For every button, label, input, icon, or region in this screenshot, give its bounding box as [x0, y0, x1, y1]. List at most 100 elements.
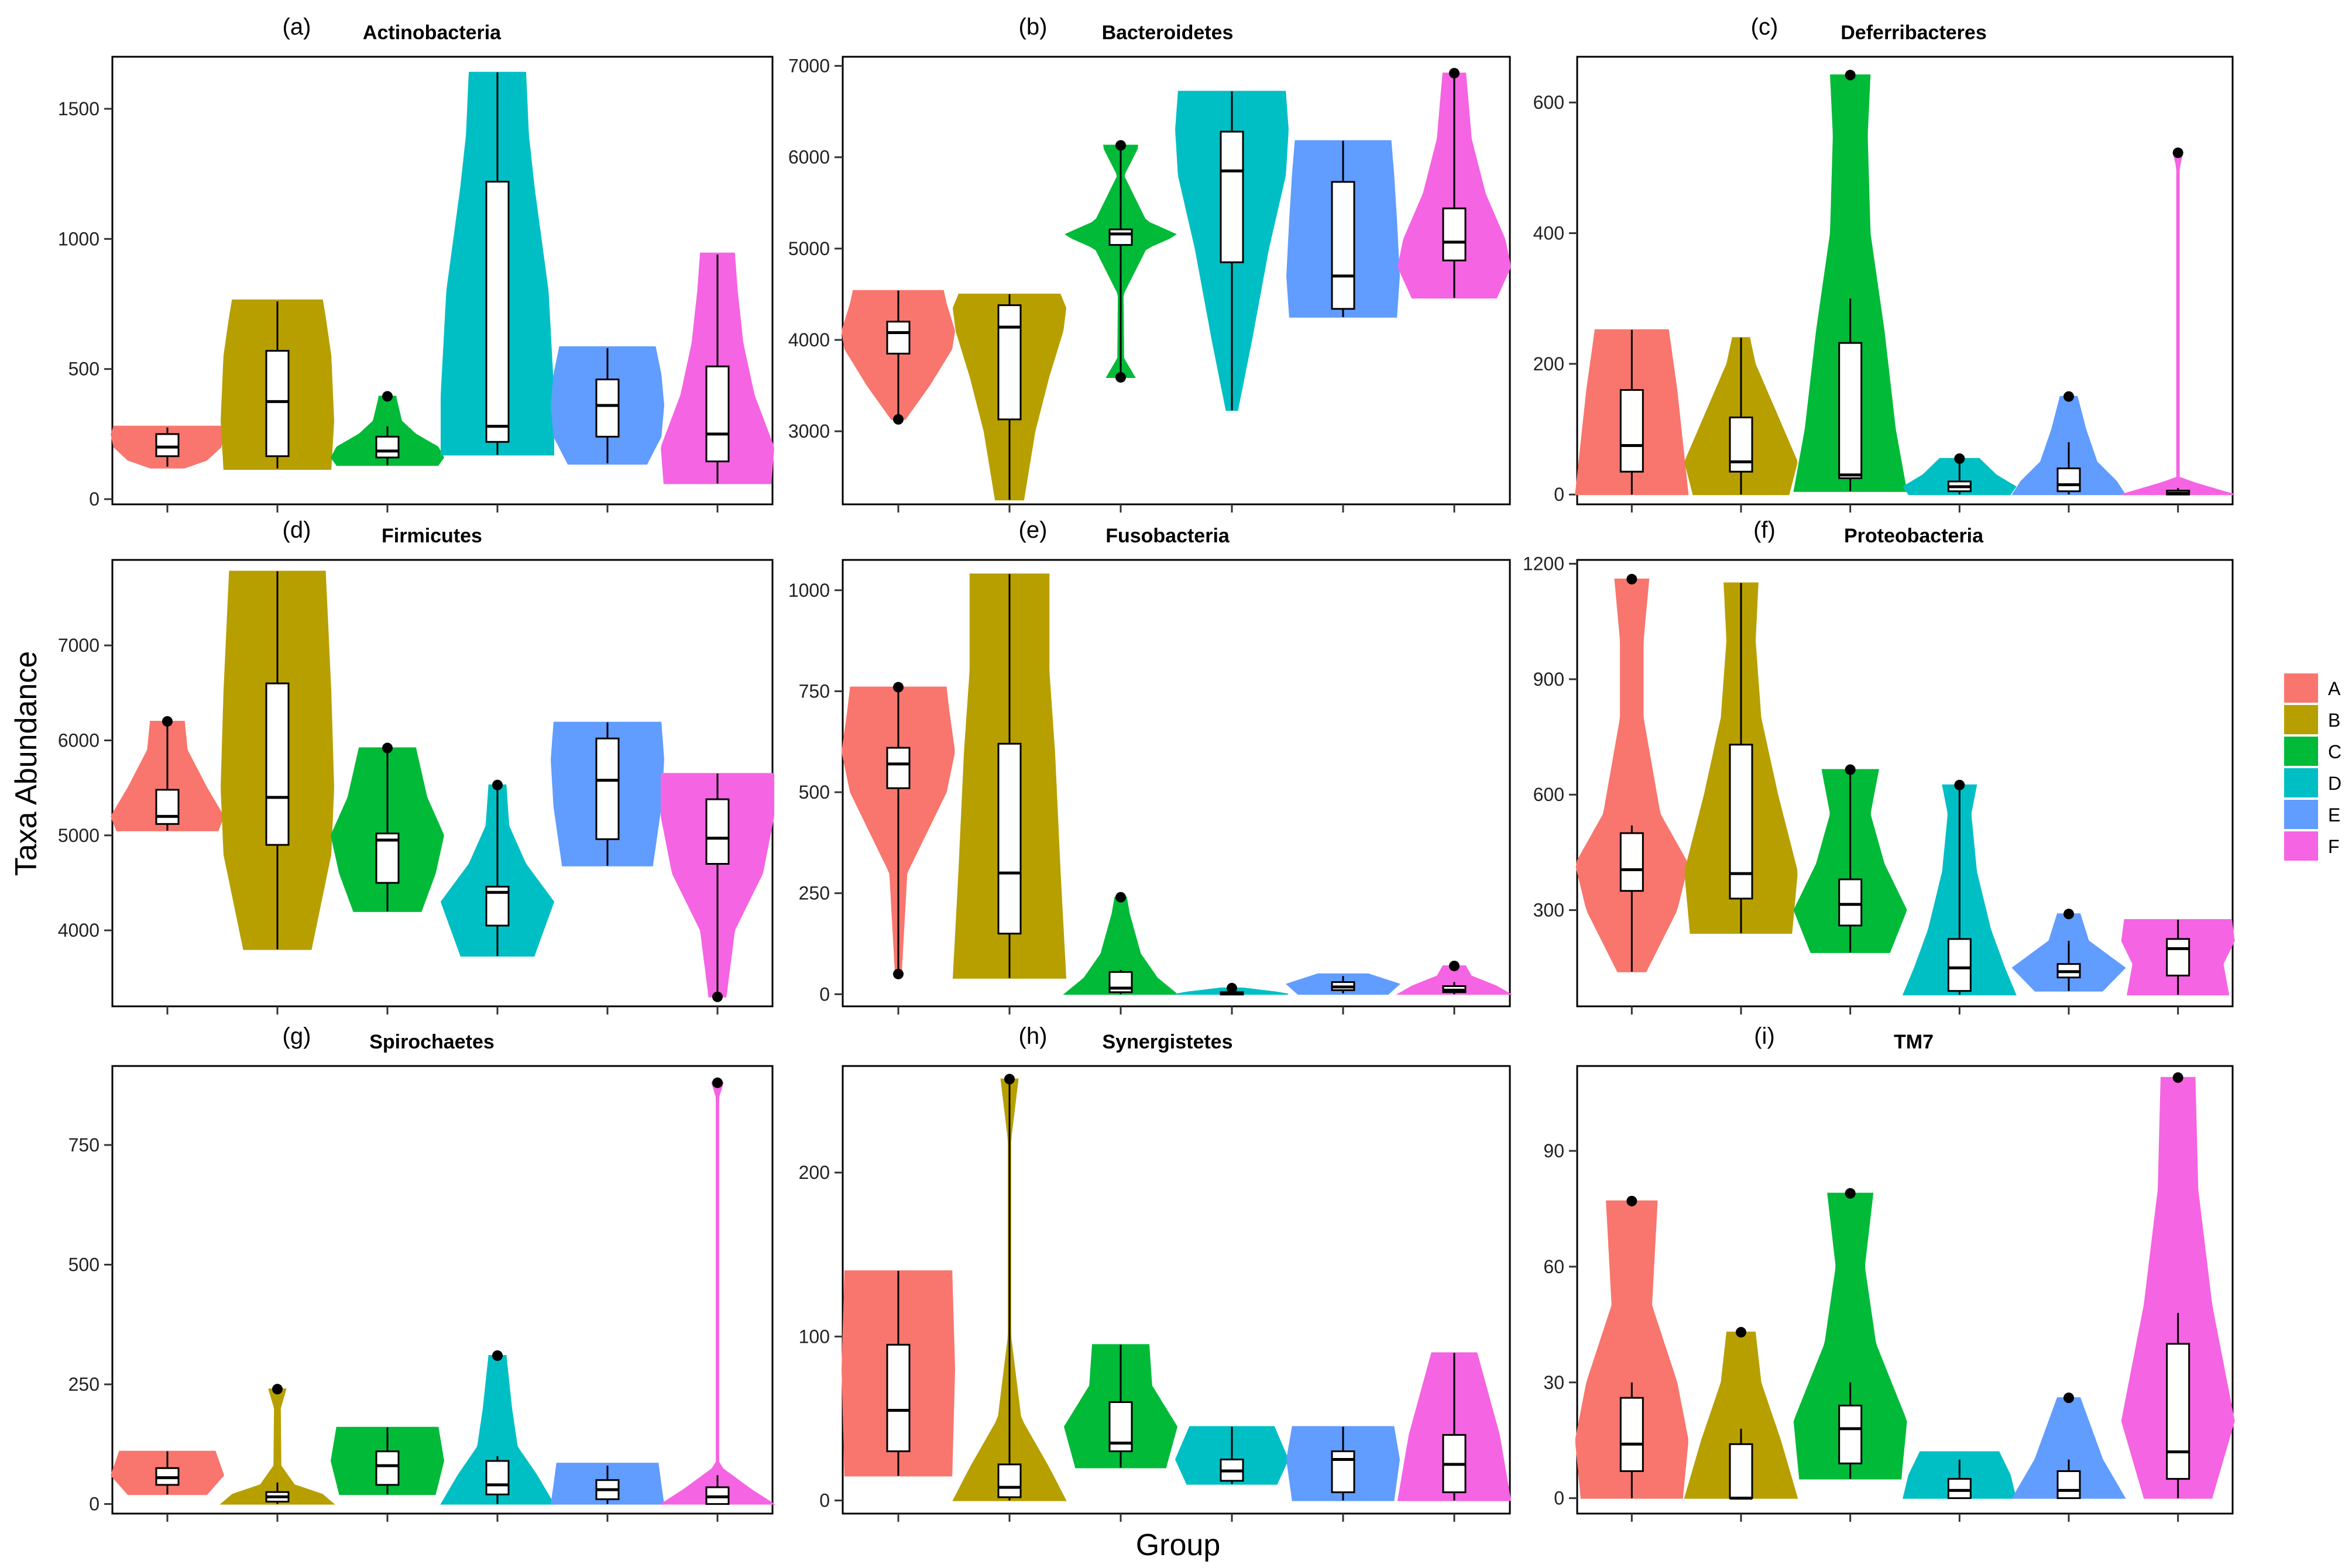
y-tick-label: 90: [1543, 1140, 1564, 1161]
y-tick-label: 600: [1533, 784, 1564, 805]
box-B: [1729, 416, 1753, 473]
box-A: [886, 1343, 911, 1453]
panel-fusobacteria: (e) Fusobacteria 0 250 500 750 1000: [788, 517, 1513, 1015]
violin-D: [440, 1355, 555, 1505]
outlier-C: [1115, 892, 1126, 903]
box-C: [1838, 1404, 1863, 1464]
violin-F: [2121, 1077, 2235, 1499]
y-tick-label: 6000: [58, 730, 99, 751]
y-tick-label: 5000: [58, 825, 99, 846]
panel-frame: [1576, 56, 2234, 506]
box-E: [595, 379, 620, 438]
outlier-D: [1954, 453, 1965, 464]
outlier-A: [893, 682, 904, 693]
outlier-A: [893, 414, 904, 425]
y-tick-label: 400: [1533, 223, 1564, 244]
panel-title: Firmicutes: [382, 525, 482, 547]
y-tick-label: 4000: [788, 329, 830, 350]
box-B: [997, 1463, 1022, 1498]
y-tick-label: 4000: [58, 920, 99, 941]
box-F: [2166, 1343, 2190, 1480]
y-tick-label: 60: [1543, 1256, 1564, 1277]
outlier-A: [1626, 1195, 1637, 1206]
legend-label-D: D: [2328, 773, 2341, 794]
panel-frame: [111, 1065, 774, 1515]
box-E: [595, 737, 620, 840]
panel-title: Actinobacteria: [363, 22, 502, 44]
panel-tm7: (i) TM7 0 30 60 90: [1543, 1023, 2235, 1522]
panel-frame: [842, 1065, 1511, 1515]
box-A: [1619, 389, 1644, 473]
box-C: [375, 435, 400, 459]
x-axis-title: Group: [1136, 1528, 1221, 1562]
panel-synergistetes: (h) Synergistetes 0 100 200: [799, 1023, 1512, 1522]
outlier-F: [2172, 1072, 2183, 1083]
legend-label-F: F: [2328, 836, 2340, 857]
box-E: [2056, 1470, 2081, 1500]
box-E: [1331, 1450, 1355, 1494]
box-B: [265, 682, 290, 846]
panel-firmicutes: (d) Firmicutes 4000 5000 6000 7000: [58, 517, 774, 1015]
y-tick-label: 600: [1533, 92, 1564, 113]
y-tick-label: 500: [68, 359, 99, 380]
outlier-F: [1449, 960, 1460, 971]
outlier-C: [382, 391, 393, 402]
legend-label-C: C: [2328, 741, 2341, 762]
box-D: [1220, 130, 1244, 263]
violin-A: [1575, 1200, 1688, 1499]
box-D: [1947, 938, 1972, 992]
y-tick-label: 1500: [58, 98, 99, 119]
violin-B: [1684, 1332, 1798, 1499]
y-tick-label: 1200: [1523, 553, 1564, 575]
panel-letter: (d): [283, 517, 311, 543]
y-axis-title: Taxa Abundance: [9, 651, 43, 876]
outlier-C: [382, 742, 393, 754]
panel-letter: (b): [1019, 14, 1048, 40]
box-C: [375, 1450, 400, 1486]
outlier-A: [1626, 573, 1637, 584]
outlier-F: [712, 991, 723, 1002]
legend-key-B: [2283, 704, 2319, 735]
y-tick-label: 0: [1554, 1488, 1564, 1509]
violin-A: [1575, 578, 1688, 972]
outlier-F: [1449, 68, 1460, 79]
violin-F: [1396, 965, 1513, 995]
legend-key-D: [2283, 767, 2319, 799]
violin-F: [659, 1082, 776, 1505]
panel-title: Deferribacteres: [1841, 22, 1986, 44]
legend-key-A: [2283, 672, 2319, 704]
outlier-C: [1845, 764, 1856, 775]
panel-frame: [842, 559, 1511, 1007]
outlier-A: [893, 968, 904, 979]
y-tick-label: 100: [799, 1326, 830, 1347]
legend-label-A: A: [2328, 678, 2341, 699]
panel-letter: (c): [1751, 14, 1778, 40]
outlier-F: [712, 1077, 723, 1088]
box-A: [1619, 1397, 1644, 1472]
y-tick-label: 0: [89, 489, 99, 510]
y-tick-label: 300: [1533, 900, 1564, 921]
y-tick-label: 200: [799, 1162, 830, 1183]
panel-letter: (h): [1019, 1023, 1048, 1049]
outlier-B: [1736, 1327, 1746, 1338]
panel-letter: (e): [1019, 517, 1048, 543]
box-A: [886, 747, 911, 789]
panel-title: Spirochaetes: [369, 1031, 495, 1053]
y-tick-label: 750: [68, 1134, 99, 1156]
y-tick-label: 0: [819, 984, 830, 1005]
violin-F: [2121, 152, 2234, 496]
y-tick-label: 6000: [788, 147, 830, 168]
panel-bacteroidetes: (b) Bacteroidetes 3000 4000 5000 6000 7000: [788, 14, 1511, 513]
panel-frame: [111, 56, 774, 506]
outlier-E: [2063, 391, 2074, 402]
box-B: [1729, 744, 1753, 900]
y-tick-label: 3000: [788, 421, 830, 442]
y-tick-label: 1000: [58, 228, 99, 249]
panel-title: Proteobacteria: [1844, 525, 1984, 547]
box-F: [1442, 207, 1467, 262]
box-A: [1619, 832, 1644, 892]
panel-letter: (i): [1754, 1023, 1775, 1049]
y-tick-label: 500: [68, 1254, 99, 1275]
